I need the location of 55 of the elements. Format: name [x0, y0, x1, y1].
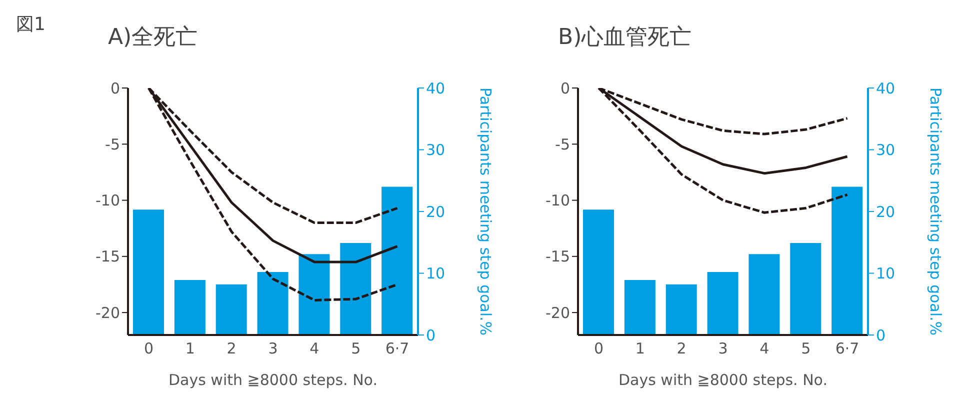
x-tick-label: 0 [594, 340, 604, 358]
y2-axis-title: Participants meeting step goal.% [926, 87, 945, 336]
x-tick-label: 6·7 [835, 340, 860, 358]
x-tick-label: 0 [144, 340, 154, 358]
y2-tick-label: 0 [426, 326, 436, 344]
x-axis-title: Days with ≧8000 steps. No. [618, 371, 828, 389]
y2-tick-label: 20 [876, 202, 896, 221]
y2-tick-label: 30 [876, 141, 896, 160]
bar [133, 210, 164, 335]
y2-tick-label: 40 [876, 79, 896, 98]
y2-tick-label: 30 [426, 141, 446, 160]
bar [832, 186, 863, 335]
bar [298, 254, 330, 335]
bar [583, 210, 614, 335]
x-tick-label: 5 [351, 340, 361, 358]
y-tick-label: -10 [546, 192, 570, 210]
bar [382, 186, 413, 335]
x-tick-label: 2 [676, 340, 686, 358]
x-tick-label: 1 [635, 340, 645, 358]
bar [707, 272, 738, 335]
y-tick-label: -5 [105, 135, 120, 154]
y2-tick-label: 10 [876, 264, 896, 283]
x-tick-label: 1 [185, 340, 195, 358]
y-tick-label: -20 [546, 304, 570, 322]
bar [257, 272, 288, 335]
bar [790, 242, 822, 335]
x-tick-label: 3 [718, 340, 728, 358]
y2-tick-label: 20 [426, 202, 446, 221]
y-tick-label: -5 [555, 135, 570, 154]
y-tick-label: -10 [96, 192, 120, 210]
y-tick-label: 0 [110, 79, 120, 98]
y2-tick-label: 0 [876, 326, 886, 344]
caption: 図1 [16, 13, 46, 36]
y2-axis-title: Participants meeting step goal.% [476, 87, 495, 336]
y-tick-label: -20 [96, 304, 120, 322]
x-tick-label: 5 [801, 340, 811, 358]
chart-title: B)心血管死亡 [558, 24, 692, 52]
y-tick-label: 0 [560, 79, 570, 98]
x-axis-title: Days with ≧8000 steps. No. [168, 371, 378, 389]
bar [748, 254, 780, 335]
x-tick-label: 6·7 [385, 340, 410, 358]
y-tick-label: -15 [96, 248, 120, 266]
x-tick-label: 4 [760, 340, 770, 358]
y-tick-label: -15 [546, 248, 570, 266]
bar [666, 284, 697, 335]
x-tick-label: 4 [310, 340, 320, 358]
x-tick-label: 2 [226, 340, 236, 358]
bar [216, 284, 247, 335]
bar [340, 242, 372, 335]
x-tick-label: 3 [268, 340, 278, 358]
y2-tick-label: 40 [426, 79, 446, 98]
chart-title: A)全死亡 [108, 24, 198, 52]
bar [624, 280, 656, 335]
y2-tick-label: 10 [426, 264, 446, 283]
bar [174, 280, 206, 335]
